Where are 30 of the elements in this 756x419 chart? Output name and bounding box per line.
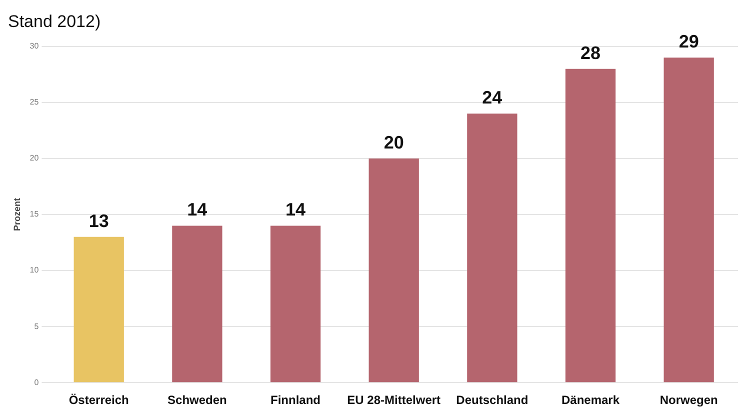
y-tick-label: 30: [30, 42, 40, 51]
bar: [270, 226, 321, 382]
y-axis-title: Prozent: [12, 198, 22, 232]
x-tick-label: Norwegen: [660, 393, 718, 408]
x-tick-label: Dänemark: [561, 393, 620, 408]
bar: [467, 114, 518, 382]
data-label: 14: [187, 200, 208, 220]
x-tick-label: Deutschland: [456, 393, 528, 408]
x-tick-label: Schweden: [168, 393, 227, 408]
data-label: 20: [384, 132, 404, 152]
y-tick-label: 5: [34, 322, 40, 331]
bar: [565, 68, 616, 382]
y-tick-label: 25: [30, 98, 40, 107]
bar: [74, 236, 124, 382]
y-tick-label: 20: [30, 154, 40, 163]
data-label: 24: [482, 88, 502, 108]
bar: [664, 58, 714, 382]
data-label: 13: [88, 210, 109, 231]
data-label: 29: [678, 32, 699, 52]
data-label: 28: [580, 42, 601, 63]
chart-title: Stand 2012): [8, 12, 101, 31]
bar: [368, 158, 419, 382]
data-label: 14: [286, 200, 306, 220]
x-tick-label: EU 28-Mittelwert: [347, 393, 441, 408]
y-tick-label: 15: [30, 210, 40, 219]
y-tick-label: 0: [34, 378, 40, 387]
y-tick-label: 10: [30, 266, 40, 275]
bar: [172, 226, 222, 382]
x-tick-label: Finnland: [270, 393, 321, 408]
x-tick-label: Österreich: [68, 393, 129, 408]
